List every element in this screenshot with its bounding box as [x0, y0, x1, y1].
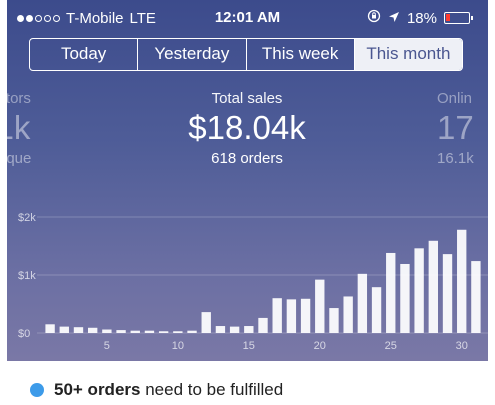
chart-bar[interactable]	[272, 298, 282, 333]
notice-rest: need to be fulfilled	[145, 380, 284, 399]
chart-bar[interactable]	[59, 326, 69, 333]
x-tick-label: 10	[172, 340, 184, 352]
tab-this-week[interactable]: This week	[247, 39, 355, 70]
x-tick-label: 5	[104, 340, 110, 352]
date-range-segmented-control: Today Yesterday This week This month	[29, 38, 463, 71]
chart-bar[interactable]	[457, 229, 467, 333]
chart-bar[interactable]	[116, 330, 126, 333]
visitors-stat-card[interactable]: sitors 1k nique	[7, 90, 63, 167]
chart-bar[interactable]	[158, 331, 169, 333]
notice-count: 50+ orders	[54, 380, 141, 399]
notice-text: 50+ orders need to be fulfilled	[54, 380, 283, 400]
tab-this-month[interactable]: This month	[354, 39, 462, 70]
online-stat-card[interactable]: Onlin 17 16.1k	[437, 90, 488, 167]
chart-bar[interactable]	[400, 263, 410, 333]
battery-icon	[444, 12, 473, 24]
y-tick-label: $0	[18, 328, 30, 340]
chart-bar[interactable]	[315, 279, 325, 333]
chart-bar[interactable]	[187, 330, 197, 333]
chart-bar[interactable]	[173, 331, 183, 333]
chart-bar[interactable]	[329, 308, 339, 333]
chart-bar[interactable]	[201, 312, 211, 333]
chart-bar[interactable]	[73, 327, 84, 333]
chart-bar[interactable]	[286, 299, 297, 333]
status-bar: T-Mobile LTE 12:01 AM 18%	[7, 0, 488, 36]
signal-dot	[35, 15, 42, 22]
y-tick-label: $1k	[18, 270, 36, 282]
y-tick-label: $2k	[18, 212, 36, 224]
chart-bar[interactable]	[428, 240, 439, 333]
stat-sub: 618 orders	[211, 150, 283, 167]
chart-bar[interactable]	[102, 329, 112, 333]
x-tick-label: 25	[385, 340, 397, 352]
chart-bar[interactable]	[229, 326, 240, 333]
chart-canvas: $2k $1k $0 5 10 15 20 25 30	[18, 212, 488, 352]
signal-dot	[53, 15, 60, 22]
x-tick-label: 20	[314, 340, 326, 352]
chart-bar[interactable]	[442, 254, 453, 333]
chart-bar[interactable]	[371, 287, 382, 333]
signal-dot	[17, 15, 24, 22]
chart-bar[interactable]	[144, 330, 155, 333]
battery-level	[446, 14, 450, 21]
dashboard-hero: T-Mobile LTE 12:01 AM 18% Today Yesterda…	[7, 0, 488, 361]
status-dot-icon	[30, 383, 44, 397]
stat-value: 1k	[7, 109, 31, 146]
status-left: T-Mobile LTE	[17, 10, 156, 27]
status-time: 12:01 AM	[214, 9, 281, 26]
chart-bar[interactable]	[215, 326, 226, 333]
battery-percent: 18%	[406, 9, 437, 27]
chart-bar[interactable]	[386, 252, 396, 333]
chart-bar[interactable]	[45, 324, 55, 333]
stat-label: Onlin	[437, 90, 473, 107]
stat-value: 17	[437, 109, 474, 146]
total-sales-stat-card[interactable]: Total sales $18.04k 618 orders	[147, 90, 347, 167]
chart-bar[interactable]	[258, 317, 268, 333]
chart-bar[interactable]	[357, 273, 368, 333]
chart-bar[interactable]	[343, 296, 353, 333]
x-tick-label: 30	[456, 340, 468, 352]
rotation-lock-icon	[367, 9, 381, 27]
chart-bar[interactable]	[300, 298, 311, 333]
chart-bar[interactable]	[87, 327, 98, 333]
stat-label: Total sales	[211, 90, 283, 107]
orders-notice[interactable]: 50+ orders need to be fulfilled	[30, 380, 283, 400]
network-type: LTE	[129, 10, 156, 27]
carrier-name: T-Mobile	[66, 10, 124, 27]
status-right: 18%	[367, 9, 473, 27]
location-arrow-icon	[388, 10, 400, 27]
stat-value: $18.04k	[188, 109, 306, 146]
signal-dot	[26, 15, 33, 22]
signal-icon	[17, 15, 60, 22]
stat-label: sitors	[7, 90, 31, 107]
chart-bar[interactable]	[130, 330, 140, 333]
chart-bar[interactable]	[244, 326, 254, 333]
sales-bar-chart: $2k $1k $0 5 10 15 20 25 30	[7, 205, 488, 361]
stat-sub: nique	[7, 150, 32, 167]
chart-bar[interactable]	[414, 248, 424, 333]
stat-sub: 16.1k	[437, 150, 474, 167]
tab-today[interactable]: Today	[30, 39, 139, 70]
signal-dot	[44, 15, 51, 22]
chart-bar[interactable]	[471, 261, 481, 333]
tab-yesterday[interactable]: Yesterday	[138, 39, 247, 70]
x-tick-label: 15	[243, 340, 255, 352]
